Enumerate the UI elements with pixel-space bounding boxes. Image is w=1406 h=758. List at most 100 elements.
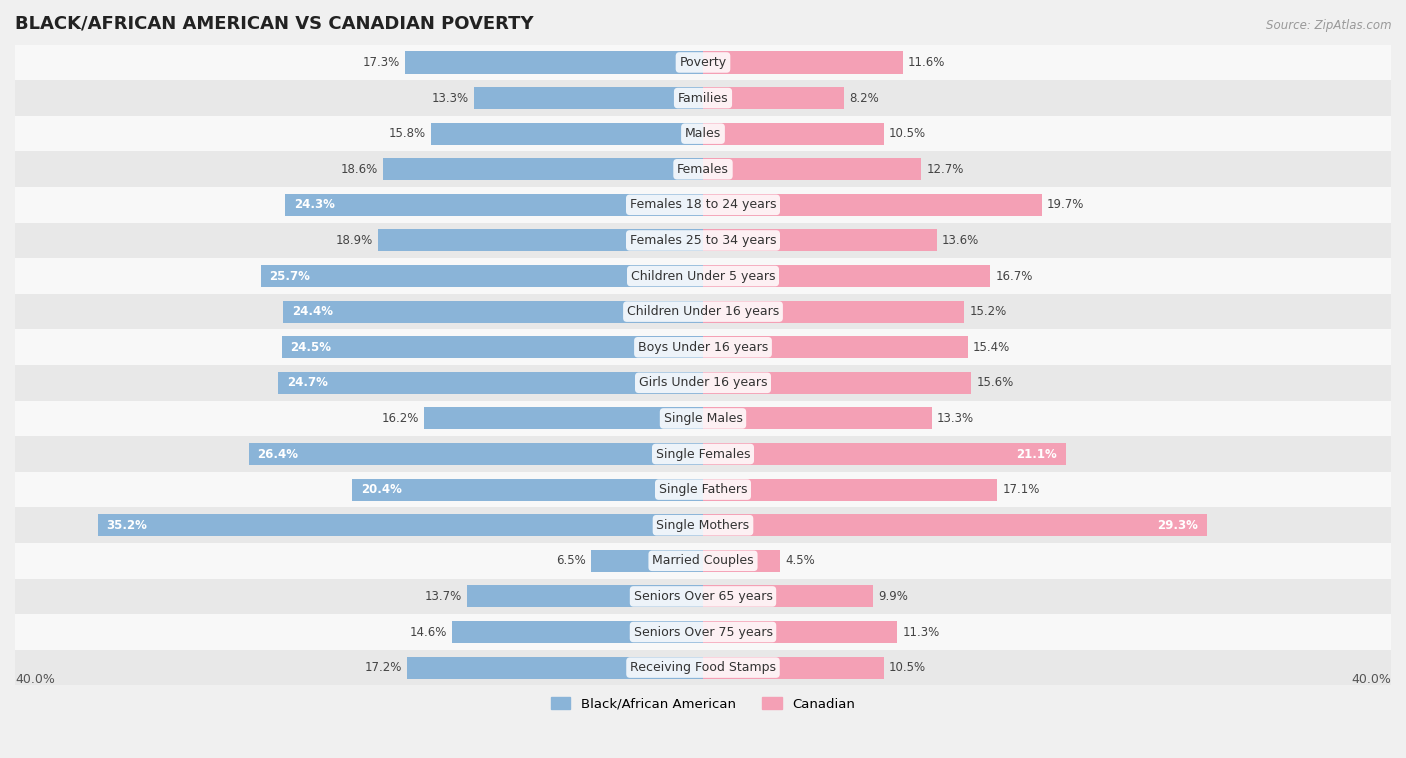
Text: 10.5%: 10.5% bbox=[889, 127, 927, 140]
Bar bbox=[703, 443, 1066, 465]
Text: Males: Males bbox=[685, 127, 721, 140]
Bar bbox=[15, 578, 1391, 614]
Text: 20.4%: 20.4% bbox=[361, 483, 402, 496]
Bar bbox=[15, 116, 1391, 152]
Bar bbox=[703, 158, 921, 180]
Bar bbox=[703, 621, 897, 643]
Text: BLACK/AFRICAN AMERICAN VS CANADIAN POVERTY: BLACK/AFRICAN AMERICAN VS CANADIAN POVER… bbox=[15, 15, 534, 33]
Text: 24.4%: 24.4% bbox=[292, 305, 333, 318]
Bar bbox=[703, 301, 965, 323]
Bar bbox=[467, 585, 703, 607]
Text: 13.3%: 13.3% bbox=[936, 412, 974, 425]
Text: 11.6%: 11.6% bbox=[908, 56, 945, 69]
Text: 12.7%: 12.7% bbox=[927, 163, 965, 176]
Text: Seniors Over 65 years: Seniors Over 65 years bbox=[634, 590, 772, 603]
Bar bbox=[703, 550, 780, 572]
Text: Married Couples: Married Couples bbox=[652, 554, 754, 567]
Legend: Black/African American, Canadian: Black/African American, Canadian bbox=[546, 692, 860, 716]
Bar bbox=[15, 401, 1391, 436]
Bar bbox=[15, 258, 1391, 294]
Bar bbox=[281, 337, 703, 359]
Bar bbox=[15, 365, 1391, 401]
Text: Children Under 5 years: Children Under 5 years bbox=[631, 270, 775, 283]
Bar bbox=[15, 543, 1391, 578]
Text: Seniors Over 75 years: Seniors Over 75 years bbox=[634, 625, 772, 638]
Text: 9.9%: 9.9% bbox=[879, 590, 908, 603]
Bar bbox=[382, 158, 703, 180]
Bar bbox=[474, 87, 703, 109]
Text: 16.2%: 16.2% bbox=[382, 412, 419, 425]
Bar bbox=[703, 337, 967, 359]
Bar bbox=[352, 478, 703, 500]
Bar bbox=[249, 443, 703, 465]
Bar bbox=[285, 194, 703, 216]
Text: 18.9%: 18.9% bbox=[336, 234, 373, 247]
Text: Females: Females bbox=[678, 163, 728, 176]
Text: 40.0%: 40.0% bbox=[1351, 673, 1391, 686]
Text: 15.6%: 15.6% bbox=[977, 376, 1014, 390]
Bar bbox=[15, 294, 1391, 330]
Text: 24.3%: 24.3% bbox=[294, 199, 335, 211]
Bar bbox=[703, 407, 932, 430]
Bar bbox=[703, 52, 903, 74]
Text: Receiving Food Stamps: Receiving Food Stamps bbox=[630, 661, 776, 674]
Bar bbox=[432, 123, 703, 145]
Bar bbox=[703, 87, 844, 109]
Text: 13.6%: 13.6% bbox=[942, 234, 980, 247]
Text: 17.2%: 17.2% bbox=[364, 661, 402, 674]
Text: 24.5%: 24.5% bbox=[290, 341, 332, 354]
Bar bbox=[703, 230, 936, 252]
Text: 10.5%: 10.5% bbox=[889, 661, 927, 674]
Text: 17.1%: 17.1% bbox=[1002, 483, 1039, 496]
Bar bbox=[405, 52, 703, 74]
Text: 25.7%: 25.7% bbox=[270, 270, 311, 283]
Text: 4.5%: 4.5% bbox=[786, 554, 815, 567]
Bar bbox=[15, 471, 1391, 507]
Bar bbox=[591, 550, 703, 572]
Bar bbox=[97, 514, 703, 536]
Text: 13.3%: 13.3% bbox=[432, 92, 470, 105]
Text: 15.4%: 15.4% bbox=[973, 341, 1011, 354]
Bar bbox=[703, 514, 1206, 536]
Text: Families: Families bbox=[678, 92, 728, 105]
Bar bbox=[15, 152, 1391, 187]
Text: 26.4%: 26.4% bbox=[257, 447, 298, 461]
Bar bbox=[703, 265, 990, 287]
Text: 13.7%: 13.7% bbox=[425, 590, 463, 603]
Bar bbox=[703, 371, 972, 394]
Text: Single Males: Single Males bbox=[664, 412, 742, 425]
Bar bbox=[15, 45, 1391, 80]
Text: Single Females: Single Females bbox=[655, 447, 751, 461]
Text: Girls Under 16 years: Girls Under 16 years bbox=[638, 376, 768, 390]
Bar bbox=[703, 123, 883, 145]
Text: 17.3%: 17.3% bbox=[363, 56, 401, 69]
Text: 16.7%: 16.7% bbox=[995, 270, 1033, 283]
Text: 15.8%: 15.8% bbox=[389, 127, 426, 140]
Text: Poverty: Poverty bbox=[679, 56, 727, 69]
Text: Source: ZipAtlas.com: Source: ZipAtlas.com bbox=[1267, 19, 1392, 32]
Text: Single Fathers: Single Fathers bbox=[659, 483, 747, 496]
Bar bbox=[451, 621, 703, 643]
Text: 15.2%: 15.2% bbox=[970, 305, 1007, 318]
Bar bbox=[284, 301, 703, 323]
Bar bbox=[262, 265, 703, 287]
Bar bbox=[15, 187, 1391, 223]
Bar bbox=[15, 436, 1391, 471]
Text: 6.5%: 6.5% bbox=[557, 554, 586, 567]
Bar bbox=[15, 223, 1391, 258]
Text: Females 25 to 34 years: Females 25 to 34 years bbox=[630, 234, 776, 247]
Bar bbox=[703, 585, 873, 607]
Bar bbox=[703, 194, 1042, 216]
Bar bbox=[703, 656, 883, 678]
Text: Females 18 to 24 years: Females 18 to 24 years bbox=[630, 199, 776, 211]
Bar bbox=[378, 230, 703, 252]
Text: 21.1%: 21.1% bbox=[1017, 447, 1057, 461]
Bar bbox=[15, 80, 1391, 116]
Bar bbox=[15, 650, 1391, 685]
Text: Boys Under 16 years: Boys Under 16 years bbox=[638, 341, 768, 354]
Bar bbox=[703, 478, 997, 500]
Bar bbox=[15, 330, 1391, 365]
Bar bbox=[15, 614, 1391, 650]
Text: 35.2%: 35.2% bbox=[107, 518, 148, 531]
Text: 29.3%: 29.3% bbox=[1157, 518, 1198, 531]
